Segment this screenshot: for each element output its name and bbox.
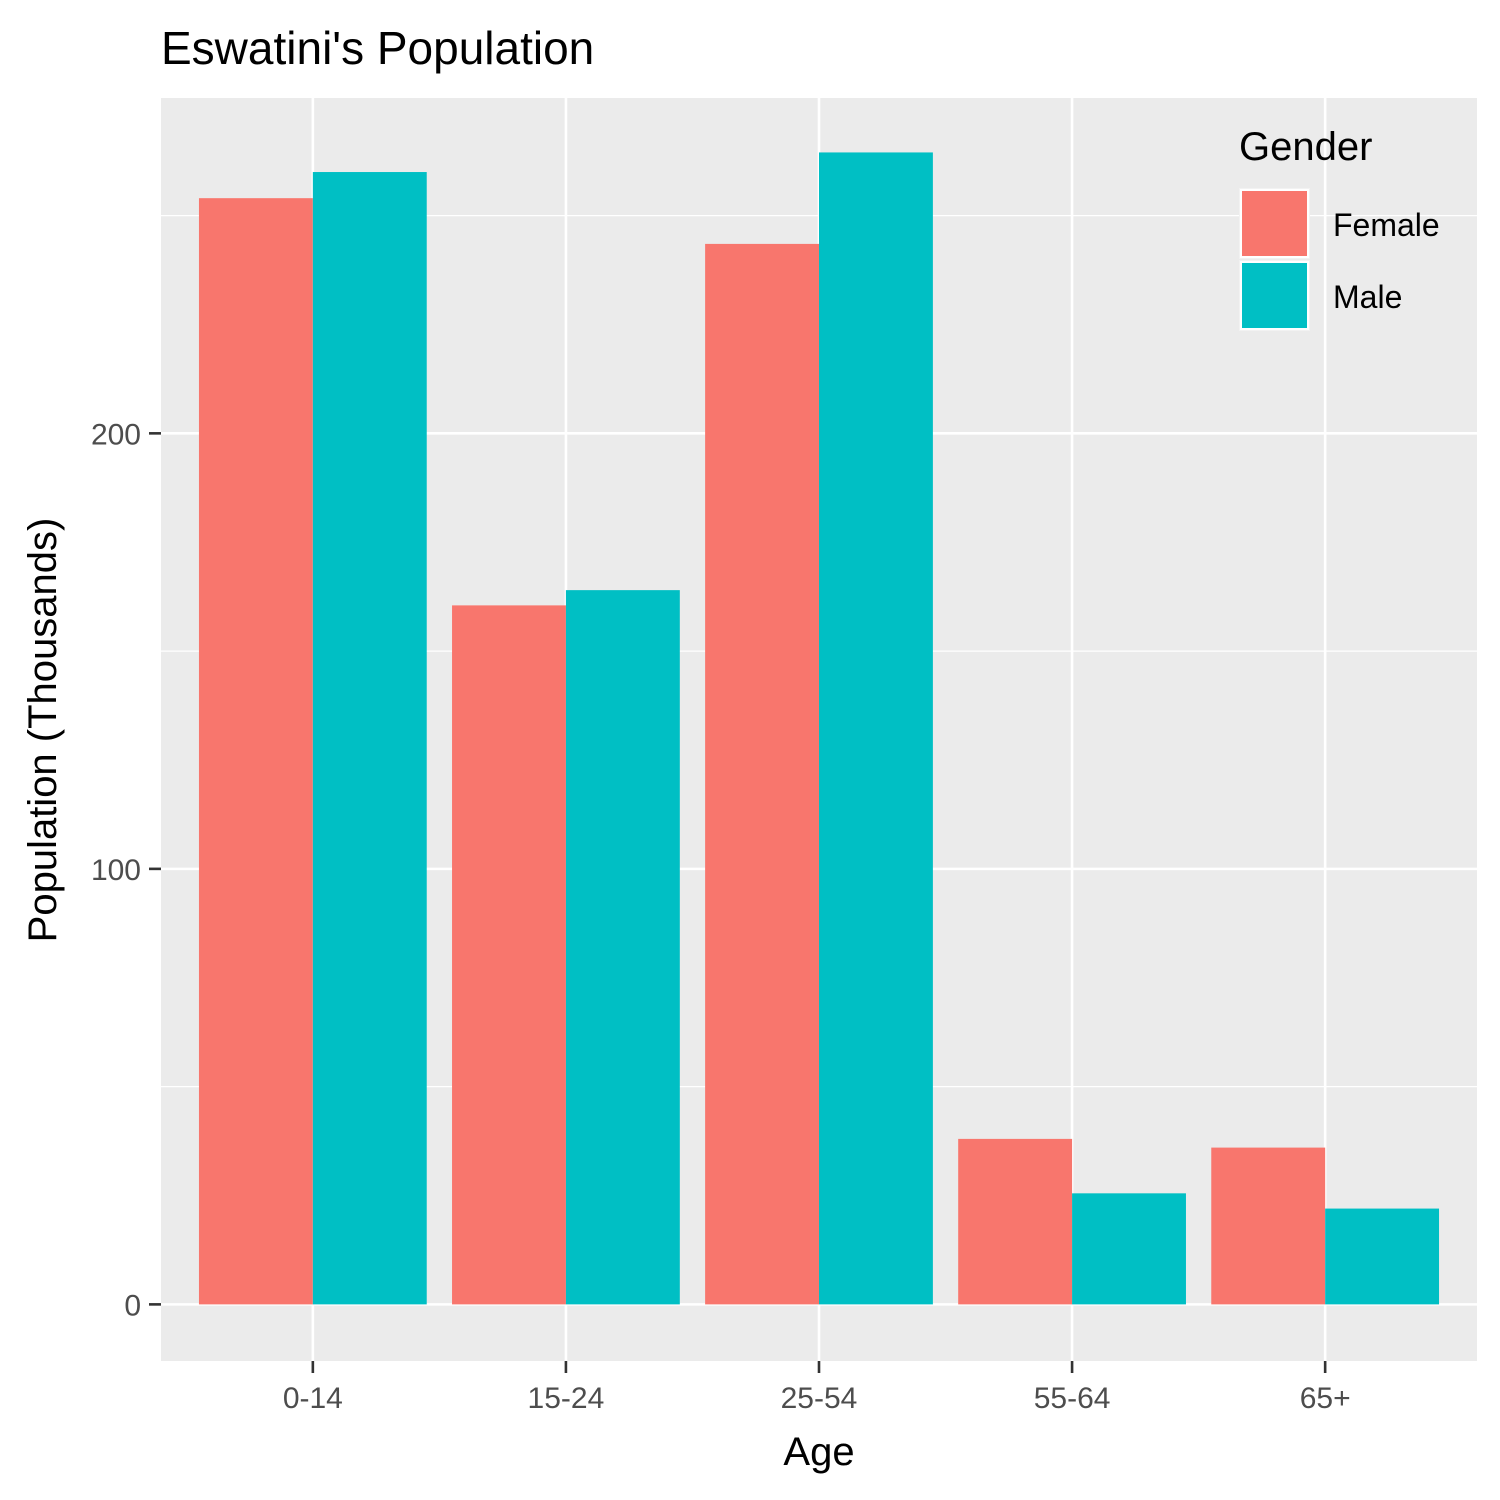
legend-label-male: Male: [1333, 279, 1402, 315]
y-tick-label: 100: [91, 854, 141, 887]
legend-label-female: Female: [1333, 207, 1440, 243]
bar-female-0-14: [198, 198, 313, 1305]
x-tick-label: 25-54: [781, 1382, 858, 1415]
legend-title: Gender: [1239, 125, 1372, 169]
y-tick-label: 200: [91, 418, 141, 451]
x-tick-label: 0-14: [283, 1382, 343, 1415]
legend-swatch-female: [1240, 189, 1309, 258]
y-axis: 0 100 200: [91, 418, 161, 1322]
bar-male-25-54: [819, 152, 933, 1305]
bar-female-25-54: [705, 243, 819, 1305]
x-axis-title: Age: [783, 1430, 854, 1474]
bar-female-65+: [1211, 1147, 1326, 1305]
legend-swatch-male: [1240, 261, 1309, 330]
bar-male-15-24: [565, 590, 680, 1305]
chart-title: Eswatini's Population: [161, 22, 594, 74]
x-axis: 0-14 15-24 25-54 55-64 65+: [283, 1361, 1351, 1415]
y-tick-label: 0: [124, 1289, 141, 1322]
legend: Gender Female Male: [1239, 125, 1440, 331]
x-tick-label: 65+: [1300, 1382, 1351, 1415]
bar-female-15-24: [452, 605, 566, 1305]
bar-male-55-64: [1072, 1193, 1186, 1305]
bars: [198, 152, 1440, 1305]
y-axis-title: Population (Thousands): [21, 518, 65, 943]
x-tick-label: 15-24: [528, 1382, 605, 1415]
bar-male-0-14: [312, 172, 427, 1305]
bar-female-55-64: [958, 1138, 1073, 1305]
x-tick-label: 55-64: [1034, 1382, 1111, 1415]
bar-male-65+: [1325, 1208, 1440, 1305]
